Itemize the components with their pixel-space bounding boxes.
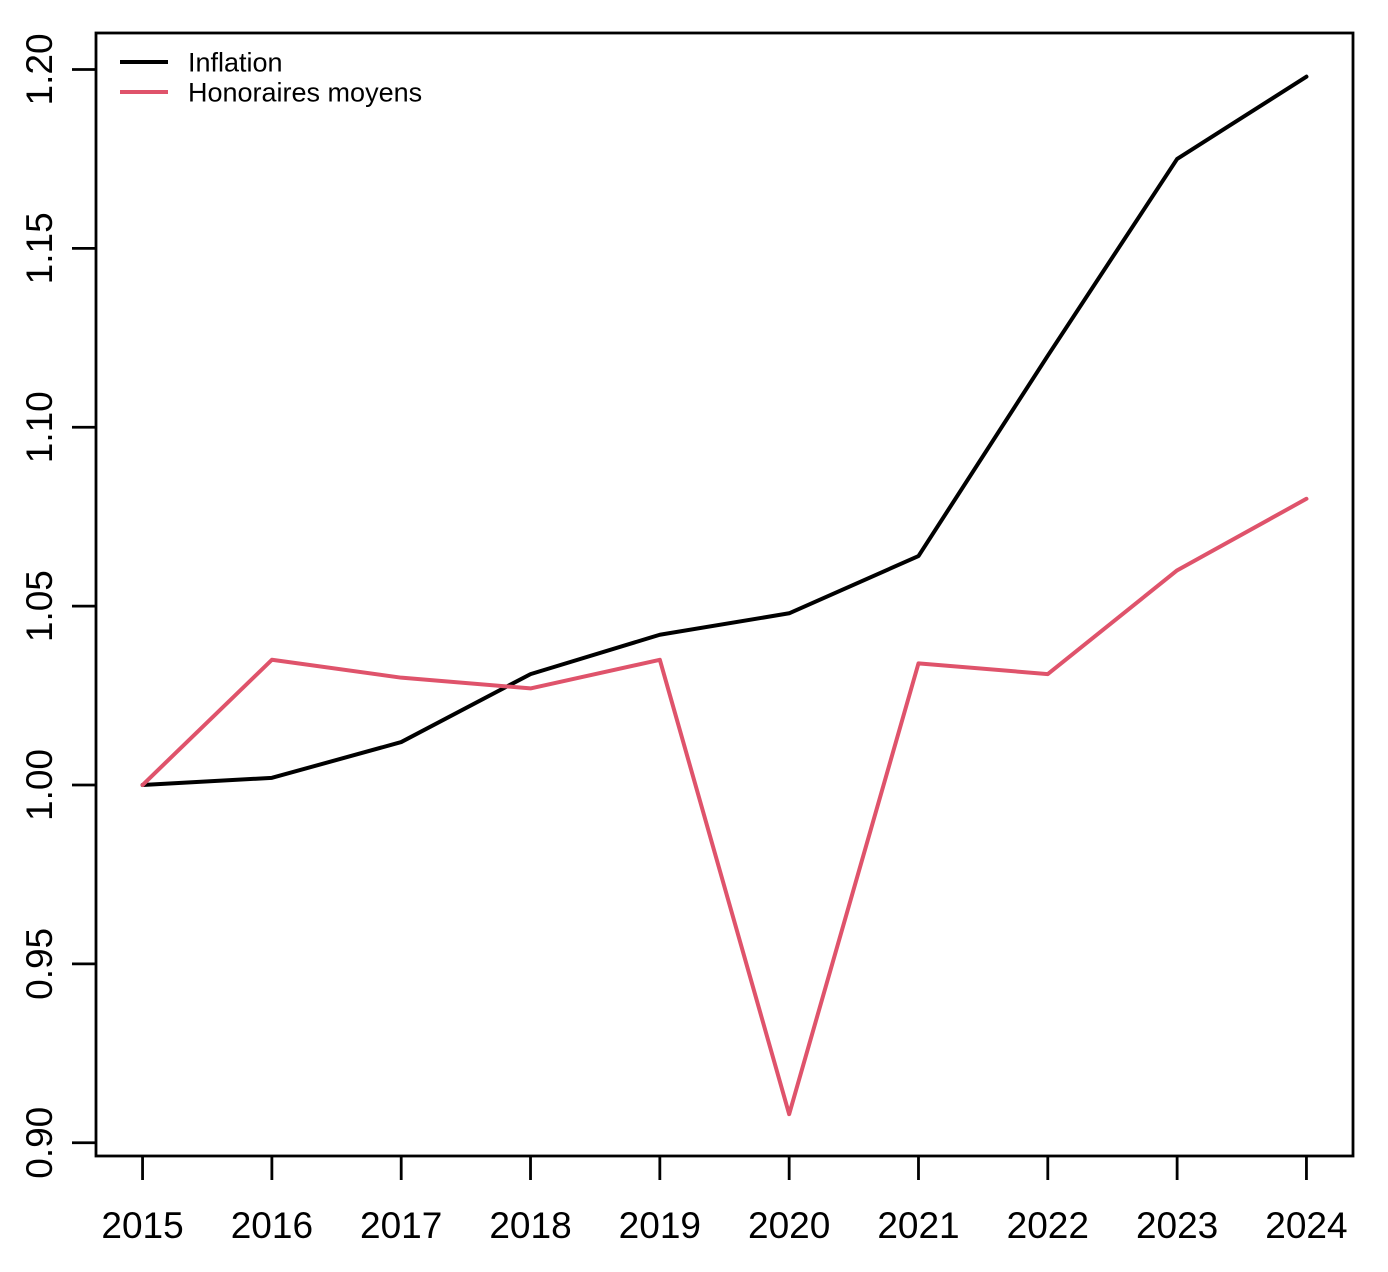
legend-label: Honoraires moyens bbox=[188, 77, 422, 107]
x-tick-label: 2021 bbox=[877, 1205, 959, 1246]
x-tick-label: 2023 bbox=[1136, 1205, 1218, 1246]
plot-box bbox=[94, 31, 1355, 1158]
x-axis-ticks bbox=[141, 1156, 1308, 1180]
y-tick-label: 1.05 bbox=[19, 570, 60, 642]
y-tick-label: 0.95 bbox=[19, 928, 60, 1000]
x-tick-label: 2020 bbox=[748, 1205, 830, 1246]
x-tick-label: 2017 bbox=[360, 1205, 442, 1246]
x-tick-label: 2024 bbox=[1265, 1205, 1347, 1246]
x-tick-label: 2018 bbox=[489, 1205, 571, 1246]
y-axis-tick-labels: 0.90 0.95 1.00 1.05 1.10 1.15 1.20 bbox=[19, 33, 60, 1178]
y-tick-label: 1.00 bbox=[19, 749, 60, 821]
y-tick-label: 1.15 bbox=[19, 212, 60, 284]
data-series bbox=[140, 74, 1309, 1117]
y-tick-label: 1.20 bbox=[19, 33, 60, 105]
y-axis-ticks bbox=[72, 68, 96, 1145]
x-tick-label: 2015 bbox=[101, 1205, 183, 1246]
legend-label: Inflation bbox=[188, 47, 283, 77]
x-tick-label: 2019 bbox=[619, 1205, 701, 1246]
y-tick-label: 1.10 bbox=[19, 391, 60, 463]
x-axis-tick-labels: 2015 2016 2017 2018 2019 2020 2021 2022 2023 2024 bbox=[101, 1205, 1347, 1246]
series-line-inflation bbox=[140, 74, 1309, 788]
x-tick-label: 2022 bbox=[1007, 1205, 1089, 1246]
x-tick-label: 2016 bbox=[231, 1205, 313, 1246]
series-line-honoraires-moyens bbox=[140, 496, 1309, 1117]
y-tick-label: 0.90 bbox=[19, 1107, 60, 1179]
